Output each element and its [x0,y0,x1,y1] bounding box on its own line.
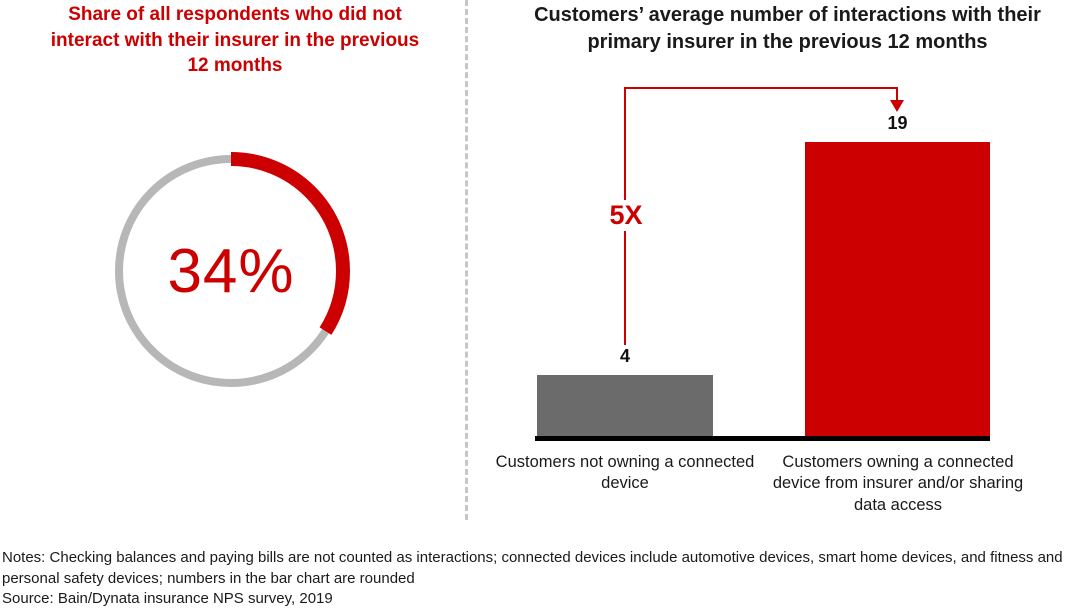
footnotes: Notes: Checking balances and paying bill… [2,548,1080,610]
donut-arc [112,152,350,390]
donut-rings [112,152,350,390]
annotation-horizontal-line [624,87,897,89]
x-axis-baseline [535,436,990,441]
donut-chart: 34% [101,141,361,401]
bar-value-label: 19 [887,113,908,133]
category-label-no-device: Customers not owning a connected device [495,453,755,493]
annotation-multiplier-label: 5X [595,200,657,231]
bar-connected-device [805,142,990,437]
annotation-arrowhead-icon [890,100,904,112]
annotation-arrow-shaft [896,87,898,101]
notes-text: Notes: Checking balances and paying bill… [2,549,1063,587]
bar-chart-title: Customers’ average number of interaction… [534,4,1041,53]
bar-group-no-device: 4 [537,346,713,437]
panel-divider [465,0,468,520]
bar-group-connected-device: 19 [805,113,990,437]
bar-no-device [537,375,713,437]
donut-chart-title: Share of all respondents who did not int… [50,4,420,77]
bar-value-label: 4 [619,346,630,366]
source-text: Source: Bain/Dynata insurance NPS survey… [2,590,333,608]
category-label-connected-device: Customers owning a connected device from… [772,453,1024,514]
donut-value-label: 34% [167,236,295,306]
